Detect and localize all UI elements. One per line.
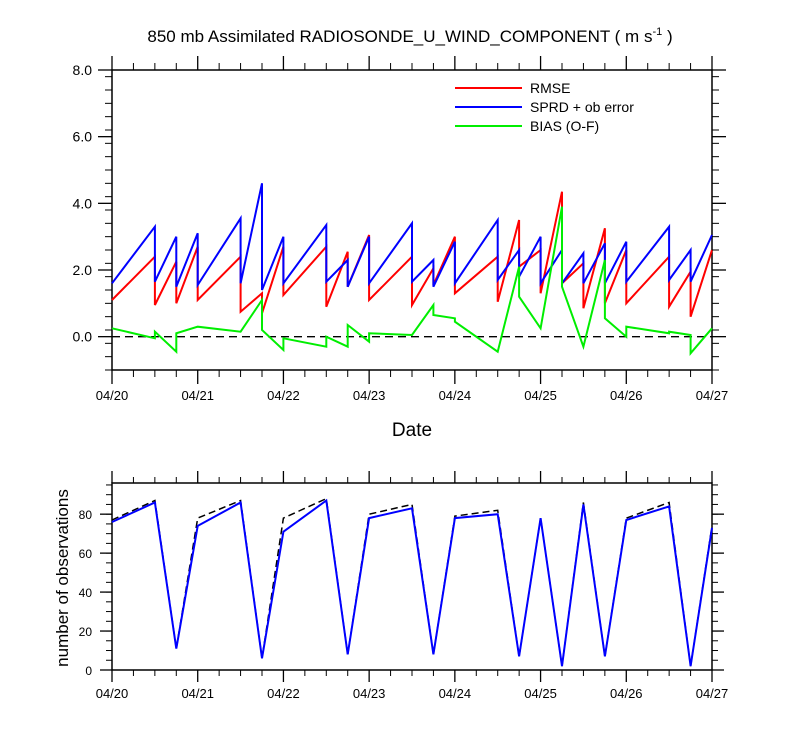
x-tick-label: 04/24 — [439, 686, 472, 701]
y-tick-label: 2.0 — [73, 262, 93, 278]
x-tick-label: 04/25 — [524, 686, 557, 701]
legend-label: SPRD + ob error — [530, 99, 634, 115]
y-tick-label: 4.0 — [73, 195, 93, 211]
y-tick-label: 60 — [79, 547, 93, 561]
series-line-0-1 — [111, 183, 713, 291]
x-tick-label: 04/25 — [524, 388, 557, 403]
x-axis: 04/20 04/21 04/22 04/23 04/24 04/25 04/26 04/27 — [96, 56, 729, 403]
top-panel: 850 mb Assimilated RADIOSONDE_U_WIND_COM… — [73, 26, 729, 441]
y-tick-label: 8.0 — [73, 62, 93, 78]
x-axis-label: Date — [392, 420, 432, 441]
y-axis-label-bottom: number of observations — [53, 489, 72, 667]
y-axis: 0.0 2.0 4.0 6.0 8.0 — [73, 62, 726, 371]
y-tick-label: 40 — [79, 586, 93, 600]
chart-title-superscript: -1 — [652, 26, 662, 38]
y-tick-label: 0.0 — [73, 329, 93, 345]
legend-label: BIAS (O-F) — [530, 118, 599, 134]
x-tick-label: 04/26 — [610, 686, 643, 701]
x-tick-label: 04/24 — [439, 388, 472, 403]
bottom-panel: 0 20 40 60 80 04/20 04/21 04/22 04/23 04/24 04/25… — [53, 471, 728, 701]
x-tick-label: 04/20 — [96, 388, 129, 403]
chart-title-close: ) — [662, 27, 672, 46]
x-tick-label: 04/26 — [610, 388, 643, 403]
y-tick-label: 80 — [79, 508, 93, 522]
x-tick-label: 04/21 — [181, 686, 214, 701]
y-tick-label: 20 — [79, 625, 93, 639]
series-group-bottom — [111, 497, 713, 667]
x-tick-label: 04/23 — [353, 388, 386, 403]
x-tick-label: 04/23 — [353, 686, 386, 701]
series-group — [111, 183, 713, 357]
chart-title: 850 mb Assimilated RADIOSONDE_U_WIND_COM… — [147, 26, 672, 46]
legend-label: RMSE — [530, 80, 570, 96]
series-line-1-1 — [111, 498, 713, 667]
chart-title-text: 850 mb Assimilated RADIOSONDE_U_WIND_COM… — [147, 27, 652, 46]
y-tick-label: 6.0 — [73, 129, 93, 145]
x-tick-label: 04/27 — [696, 686, 729, 701]
x-tick-label: 04/22 — [267, 388, 300, 403]
x-tick-label: 04/21 — [181, 388, 214, 403]
x-axis-bottom: 04/20 04/21 04/22 04/23 04/24 04/25 04/26 04/27 — [96, 471, 729, 701]
x-tick-label: 04/22 — [267, 686, 300, 701]
series-line-0-2 — [111, 206, 713, 357]
x-tick-label: 04/27 — [696, 388, 729, 403]
y-tick-label: 0 — [85, 664, 92, 678]
legend: RMSE SPRD + ob error BIAS (O-F) — [455, 80, 634, 134]
plot-frame — [111, 69, 713, 371]
y-axis-bottom: 0 20 40 60 80 — [79, 484, 724, 678]
x-tick-label: 04/20 — [96, 686, 129, 701]
